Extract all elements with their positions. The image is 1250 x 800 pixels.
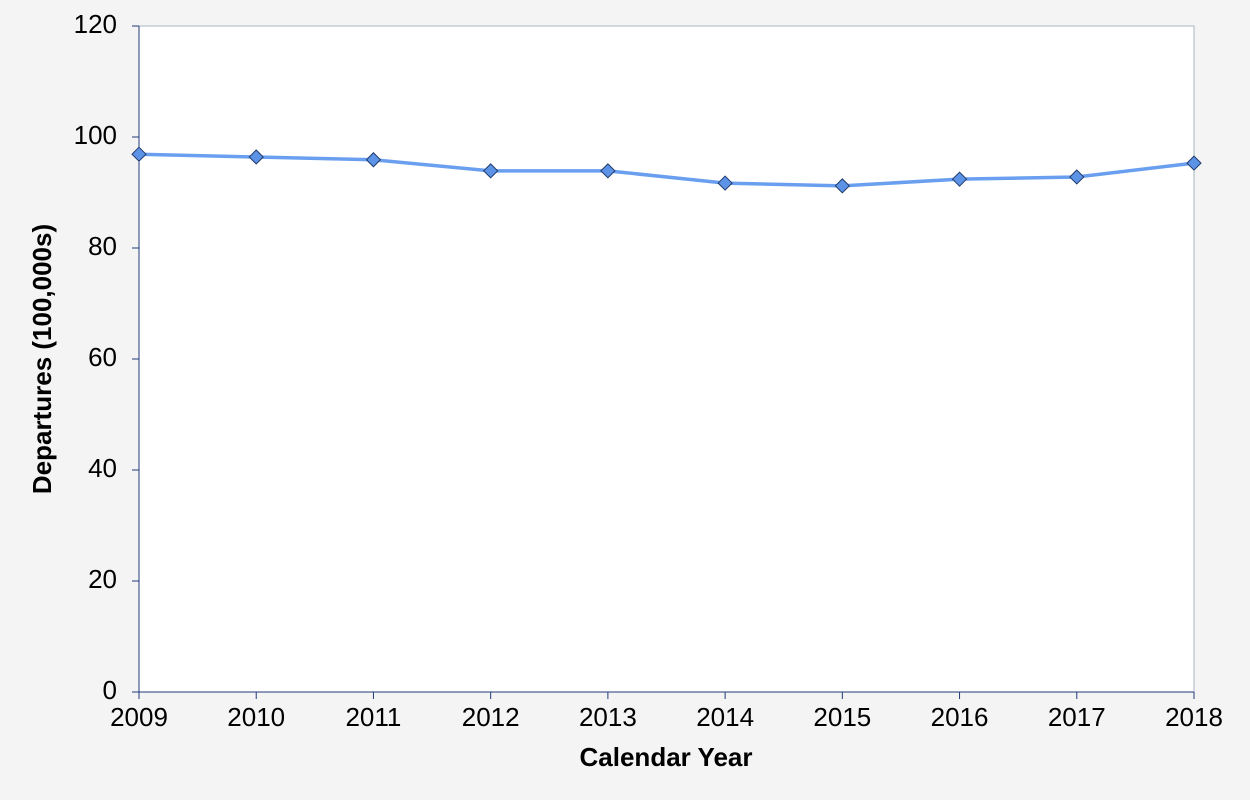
x-tick-label: 2014: [696, 702, 754, 732]
y-tick-label: 20: [88, 564, 117, 594]
x-tick-label: 2009: [110, 702, 168, 732]
x-tick-label: 2016: [931, 702, 989, 732]
data-marker: [717, 175, 733, 191]
y-tick-label: 60: [88, 342, 117, 372]
plot-area: [138, 25, 1195, 693]
x-tick-label: 2010: [227, 702, 285, 732]
data-marker: [951, 171, 968, 187]
x-tick-label: 2011: [345, 702, 401, 732]
data-marker: [248, 149, 264, 165]
data-marker: [600, 163, 616, 179]
x-axis-title: Calendar Year: [580, 742, 753, 772]
x-tick-label: 2012: [462, 702, 520, 732]
x-tick-label: 2015: [813, 702, 871, 732]
y-tick-label: 80: [88, 231, 117, 261]
data-marker: [834, 178, 851, 194]
data-line: [138, 152, 1195, 188]
data-marker: [1069, 169, 1085, 185]
data-marker: [131, 146, 147, 162]
data-marker: [1186, 155, 1202, 171]
x-tick-label: 2018: [1165, 702, 1223, 732]
y-tick-label: 100: [74, 120, 117, 150]
data-marker: [365, 152, 382, 168]
x-tick-label: 2017: [1048, 702, 1106, 732]
y-axis-title: Departures (100,000s): [27, 224, 57, 494]
y-tick-label: 40: [88, 453, 117, 483]
data-marker: [482, 163, 499, 179]
y-tick-label: 0: [103, 675, 117, 705]
y-tick-label: 120: [74, 9, 117, 39]
x-tick-label: 2013: [579, 702, 637, 732]
